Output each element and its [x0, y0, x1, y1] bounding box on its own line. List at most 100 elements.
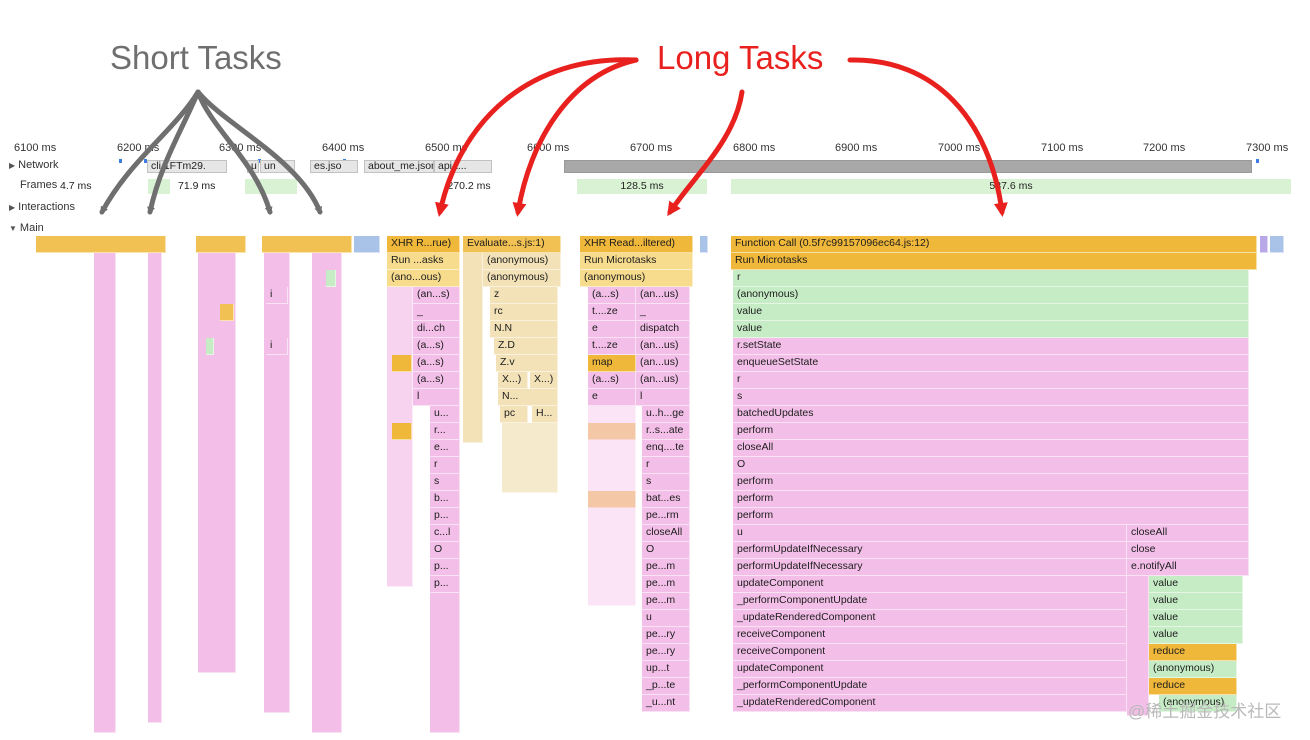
flame-frame[interactable]: pe...ry — [642, 644, 690, 661]
flame-frame[interactable]: z — [490, 287, 558, 304]
flame-frame[interactable] — [1127, 576, 1149, 716]
network-request[interactable]: un — [260, 160, 295, 173]
network-request[interactable]: u — [247, 160, 259, 173]
flame-frame[interactable]: close — [1127, 542, 1249, 559]
task-bar[interactable] — [36, 236, 166, 253]
flame-frame[interactable]: X...) — [530, 372, 558, 389]
network-track-toggle[interactable]: ▶ Network — [9, 159, 59, 171]
flame-frame[interactable]: e.notifyAll — [1127, 559, 1249, 576]
flame-frame[interactable] — [392, 423, 412, 440]
flame-frame[interactable]: u — [642, 610, 690, 627]
flame-frame[interactable]: Run ...asks — [387, 253, 460, 270]
flame-frame[interactable]: updateComponent — [733, 576, 1127, 593]
flame-frame[interactable]: reduce — [1149, 644, 1237, 661]
flame-frame[interactable]: pe...ry — [642, 627, 690, 644]
task-bar[interactable] — [700, 236, 708, 253]
flame-frame[interactable]: (an...s) — [413, 287, 460, 304]
flame-frame[interactable]: perform — [733, 491, 1249, 508]
flame-frame[interactable]: pe...m — [642, 559, 690, 576]
task-bar[interactable] — [1270, 236, 1284, 253]
frame[interactable] — [245, 179, 297, 194]
short-task-stack[interactable] — [264, 253, 290, 713]
flame-frame[interactable]: r..s...ate — [642, 423, 690, 440]
flame-frame[interactable]: Z.v — [496, 355, 558, 372]
stack-frame[interactable]: i — [266, 287, 288, 304]
flame-frame[interactable]: Run Microtasks — [580, 253, 693, 270]
task-bar[interactable] — [196, 236, 246, 253]
flame-frame[interactable] — [588, 406, 636, 606]
flame-frame[interactable]: Function Call (0.5f7c99157096ec64.js:12) — [731, 236, 1257, 253]
flame-frame[interactable]: receiveComponent — [733, 627, 1127, 644]
flame-frame[interactable]: (anonymous) — [1149, 661, 1237, 678]
flame-frame[interactable]: _ — [413, 304, 460, 321]
main-track-toggle[interactable]: ▼ Main — [9, 222, 44, 234]
flame-frame[interactable]: s — [733, 389, 1249, 406]
flame-frame[interactable]: _performComponentUpdate — [733, 593, 1127, 610]
flame-frame[interactable]: value — [1149, 610, 1243, 627]
flame-frame[interactable]: _updateRenderedComponent — [733, 695, 1127, 712]
flame-frame[interactable]: p... — [430, 508, 460, 525]
flame-frame[interactable]: s — [642, 474, 690, 491]
flame-frame[interactable]: map — [588, 355, 636, 372]
short-task-stack[interactable] — [94, 253, 116, 733]
flame-frame[interactable]: up...t — [642, 661, 690, 678]
flame-frame[interactable]: e — [588, 389, 636, 406]
flame-frame[interactable]: pe...rm — [642, 508, 690, 525]
flame-frame[interactable]: (anonymous) — [483, 253, 561, 270]
flame-frame[interactable]: perform — [733, 474, 1249, 491]
flame-frame[interactable]: pe...m — [642, 576, 690, 593]
flame-frame[interactable]: (an...us) — [636, 287, 690, 304]
stack-frame[interactable]: i — [266, 338, 288, 355]
task-bar[interactable] — [220, 304, 234, 321]
flame-frame[interactable]: (anonymous) — [483, 270, 561, 287]
flame-frame[interactable]: s — [430, 474, 460, 491]
flame-frame[interactable]: (an...us) — [636, 338, 690, 355]
flame-frame[interactable]: (a...s) — [588, 287, 636, 304]
flame-frame[interactable]: _u...nt — [642, 695, 690, 712]
flame-frame[interactable]: (a...s) — [413, 338, 460, 355]
flame-frame[interactable]: e — [588, 321, 636, 338]
flame-frame[interactable]: (a...s) — [588, 372, 636, 389]
flame-frame[interactable]: enqueueSetState — [733, 355, 1249, 372]
frame[interactable]: 537.6 ms — [731, 179, 1291, 194]
flame-frame[interactable]: performUpdateIfNecessary — [733, 559, 1127, 576]
flame-frame[interactable]: value — [1149, 593, 1243, 610]
flame-frame[interactable]: perform — [733, 508, 1249, 525]
flame-frame[interactable]: (ano...ous) — [387, 270, 460, 287]
flame-frame[interactable]: O — [430, 542, 460, 559]
flame-frame[interactable]: perform — [733, 423, 1249, 440]
flame-frame[interactable]: X...) — [498, 372, 528, 389]
flame-frame[interactable]: (anonymous) — [733, 287, 1249, 304]
flame-frame[interactable]: _performComponentUpdate — [733, 678, 1127, 695]
frame[interactable] — [148, 179, 170, 194]
flame-frame[interactable]: (an...us) — [636, 355, 690, 372]
network-request-bar[interactable] — [564, 160, 1252, 173]
task-bar[interactable] — [262, 236, 352, 253]
flame-frame[interactable]: Z.D — [494, 338, 558, 355]
flame-frame[interactable]: batchedUpdates — [733, 406, 1249, 423]
flame-frame[interactable]: value — [733, 321, 1249, 338]
flame-frame[interactable]: l — [413, 389, 460, 406]
short-task-stack[interactable] — [148, 253, 162, 723]
flame-frame[interactable]: r — [642, 457, 690, 474]
short-task-stack[interactable] — [198, 253, 236, 673]
flame-frame[interactable] — [502, 423, 558, 493]
flame-frame[interactable]: u — [733, 525, 1127, 542]
flame-frame[interactable]: (a...s) — [413, 372, 460, 389]
frame[interactable]: 128.5 ms — [577, 179, 707, 194]
flame-frame[interactable]: N... — [498, 389, 558, 406]
network-request[interactable]: api.t... — [434, 160, 492, 173]
flame-frame[interactable]: b... — [430, 491, 460, 508]
flame-frame[interactable]: N.N — [490, 321, 558, 338]
network-request[interactable]: about_me.json — [364, 160, 434, 173]
flame-frame[interactable]: e... — [430, 440, 460, 457]
flame-frame[interactable]: t....ze — [588, 338, 636, 355]
flame-frame[interactable]: O — [733, 457, 1249, 474]
flame-frame[interactable]: value — [1149, 627, 1243, 644]
flame-frame[interactable]: receiveComponent — [733, 644, 1127, 661]
flame-frame[interactable]: value — [1149, 576, 1243, 593]
task-bar[interactable] — [206, 338, 214, 355]
flame-frame[interactable]: u..h...ge — [642, 406, 690, 423]
flame-frame[interactable]: _p...te — [642, 678, 690, 695]
flame-frame[interactable]: XHR Read...iltered) — [580, 236, 693, 253]
